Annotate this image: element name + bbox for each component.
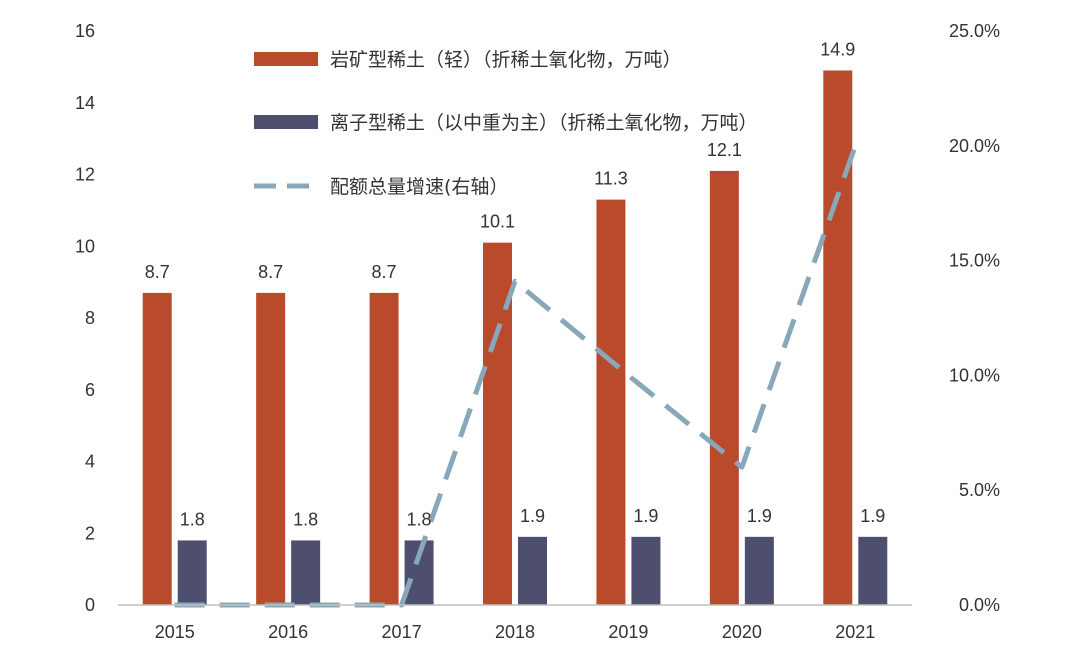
- bar-rock-2020: [709, 170, 739, 605]
- data-label-ionic-2017: 1.8: [407, 509, 432, 529]
- legend-item-rock-rare-earth: 岩矿型稀土（轻）（折稀土氧化物，万吨）: [254, 49, 682, 71]
- data-label-ionic-2016: 1.8: [293, 509, 318, 529]
- y-right-tick-20: 20.0%: [949, 136, 1000, 156]
- data-label-ionic-2020: 1.9: [747, 506, 772, 526]
- bar-ionic-2021: [858, 536, 888, 605]
- legend-label-ionic-rare-earth: 离子型稀土（以中重为主）（折稀土氧化物，万吨）: [330, 112, 758, 134]
- x-tick-2019: 2019: [608, 622, 648, 642]
- y-left-tick-4: 4: [85, 452, 95, 472]
- x-tick-2017: 2017: [382, 622, 422, 642]
- bar-rock-2021: [823, 70, 853, 605]
- data-label-rock-2018: 10.1: [480, 212, 515, 232]
- data-label-rock-2019: 11.3: [594, 169, 628, 189]
- y-left-tick-2: 2: [85, 523, 95, 543]
- y-left-tick-14: 14: [75, 93, 95, 113]
- bar-rock-2017: [369, 292, 399, 605]
- legend: 岩矿型稀土（轻）（折稀土氧化物，万吨） 离子型稀土（以中重为主）（折稀土氧化物，…: [254, 49, 758, 198]
- legend-label-quota-growth: 配额总量增速(右轴）: [330, 176, 508, 198]
- y-left-tick-10: 10: [75, 236, 95, 256]
- legend-swatch-rock-rare-earth: [254, 52, 318, 66]
- bar-rock-2016: [256, 292, 286, 605]
- bar-ionic-2020: [744, 536, 774, 605]
- y-right-tick-10: 10.0%: [949, 365, 1000, 385]
- x-tick-2020: 2020: [722, 622, 762, 642]
- data-label-rock-2021: 14.9: [820, 39, 855, 59]
- y-left-tick-12: 12: [75, 165, 95, 185]
- data-labels-layer: 8.7 1.8 8.7 1.8 8.7 1.8 10.1 1.9 11.3 1.9 12.1 1.9 1…: [145, 39, 886, 529]
- y-right-tick-5: 5.0%: [959, 480, 1000, 500]
- bar-ionic-2015: [177, 540, 207, 605]
- y-left-tick-6: 6: [85, 380, 95, 400]
- bar-ionic-2016: [291, 540, 321, 605]
- legend-item-ionic-rare-earth: 离子型稀土（以中重为主）（折稀土氧化物，万吨）: [254, 112, 758, 134]
- y-right-tick-15: 15.0%: [949, 251, 1000, 271]
- data-label-ionic-2015: 1.8: [180, 509, 205, 529]
- legend-swatch-ionic-rare-earth: [254, 115, 318, 129]
- data-label-ionic-2019: 1.9: [633, 506, 658, 526]
- bar-rock-2019: [596, 199, 626, 606]
- x-tick-2015: 2015: [155, 622, 195, 642]
- data-label-rock-2017: 8.7: [372, 262, 397, 282]
- bar-rock-2015: [142, 292, 172, 605]
- bar-ionic-2018: [518, 536, 547, 605]
- x-tick-2021: 2021: [835, 622, 875, 642]
- bar-ionic-2019: [631, 536, 661, 605]
- y-left-tick-0: 0: [85, 595, 95, 615]
- bars-layer: [142, 70, 888, 606]
- y-right-tick-0: 0.0%: [959, 595, 1000, 615]
- data-label-ionic-2018: 1.9: [520, 506, 545, 526]
- legend-item-quota-growth: 配额总量增速(右轴）: [254, 176, 508, 198]
- data-label-ionic-2021: 1.9: [860, 506, 885, 526]
- axes-layer: 2015 2016 2017 2018 2019 2020 2021 0 2 4 6 8 10 12 14 1…: [75, 21, 1000, 642]
- y-left-tick-8: 8: [85, 308, 95, 328]
- x-tick-2018: 2018: [495, 622, 535, 642]
- y-left-tick-16: 16: [75, 21, 95, 41]
- data-label-rock-2015: 8.7: [145, 262, 170, 282]
- data-label-rock-2016: 8.7: [258, 262, 283, 282]
- x-tick-2016: 2016: [268, 622, 308, 642]
- legend-label-rock-rare-earth: 岩矿型稀土（轻）（折稀土氧化物，万吨）: [330, 49, 682, 71]
- y-right-tick-25: 25.0%: [949, 21, 1000, 41]
- data-label-rock-2020: 12.1: [707, 140, 742, 160]
